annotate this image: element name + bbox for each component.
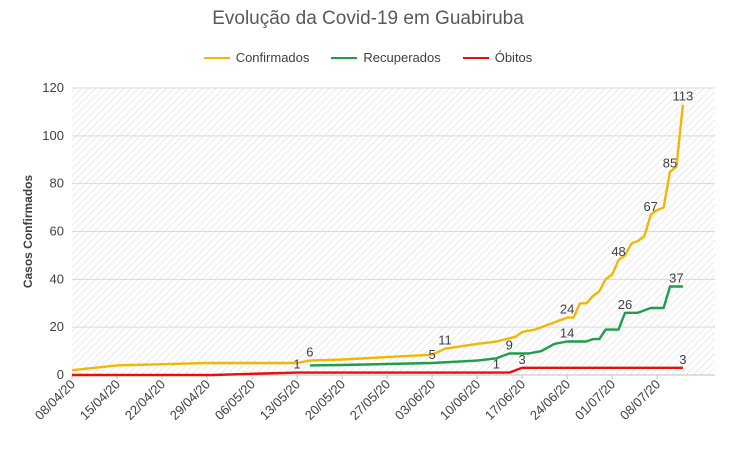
- series-line-obitos: [72, 366, 683, 377]
- legend-item-recuperados: Recuperados: [331, 50, 441, 65]
- x-tick-label: 29/04/20: [167, 377, 213, 423]
- data-label: 85: [663, 156, 677, 171]
- x-tick-label: 08/04/20: [32, 377, 78, 423]
- y-tick-label: 40: [50, 271, 64, 286]
- legend-swatch-obitos: [462, 56, 489, 59]
- y-axis: 0 20 40 60 80 100 120: [42, 80, 64, 382]
- legend-label-recuperados: Recuperados: [363, 50, 441, 65]
- series-lines: [71, 104, 685, 377]
- y-tick-label: 60: [50, 224, 64, 239]
- data-label: 1: [293, 357, 300, 372]
- data-label: 6: [306, 345, 313, 360]
- y-axis-title: Casos Confirmados: [21, 174, 35, 288]
- data-label: 67: [643, 199, 657, 214]
- x-tick-label: 13/05/20: [257, 377, 303, 423]
- data-label: 9: [506, 337, 513, 352]
- data-label: 3: [679, 352, 686, 367]
- x-tick-label: 22/04/20: [122, 377, 168, 423]
- gridlines: [72, 87, 715, 376]
- x-tick-label: 10/06/20: [437, 377, 483, 423]
- x-tick-label: 03/06/20: [392, 377, 438, 423]
- x-tick-label: 06/05/20: [212, 377, 258, 423]
- legend-item-confirmados: Confirmados: [203, 50, 310, 65]
- x-axis: 08/04/2015/04/2022/04/2029/04/2006/05/20…: [32, 375, 663, 423]
- data-label: 24: [560, 302, 574, 317]
- x-tick-label: 15/04/20: [77, 377, 123, 423]
- x-tick-label: 01/07/20: [572, 377, 618, 423]
- data-label: 113: [672, 89, 693, 104]
- data-label: 48: [611, 244, 625, 259]
- data-label: 26: [618, 297, 632, 312]
- chart-title: Evolução da Covid-19 em Guabiruba: [212, 8, 524, 29]
- legend-item-obitos: Óbitos: [462, 50, 533, 65]
- x-tick-label: 08/07/20: [617, 377, 663, 423]
- legend-swatch-recuperados: [331, 56, 358, 59]
- data-label: 37: [669, 271, 683, 286]
- data-label: 11: [438, 333, 452, 348]
- x-tick-label: 27/05/20: [347, 377, 393, 423]
- y-tick-label: 80: [50, 176, 64, 191]
- y-tick-label: 20: [50, 319, 64, 334]
- chart-legend: Confirmados Recuperados Óbitos: [0, 50, 736, 65]
- data-label: 3: [518, 352, 525, 367]
- y-tick-label: 0: [57, 367, 64, 382]
- legend-label-obitos: Óbitos: [494, 50, 533, 65]
- data-label: 14: [560, 326, 574, 341]
- series-line-recuperados: [309, 285, 683, 367]
- data-label: 5: [428, 347, 435, 362]
- x-tick-label: 20/05/20: [302, 377, 348, 423]
- y-tick-label: 100: [42, 128, 64, 143]
- legend-swatch-confirmados: [203, 56, 230, 59]
- x-tick-label: 24/06/20: [527, 377, 573, 423]
- x-tick-label: 17/06/20: [482, 377, 528, 423]
- y-tick-label: 120: [42, 80, 64, 95]
- data-label: 1: [493, 357, 500, 372]
- series-line-confirmados: [71, 104, 685, 372]
- legend-label-confirmados: Confirmados: [235, 50, 310, 65]
